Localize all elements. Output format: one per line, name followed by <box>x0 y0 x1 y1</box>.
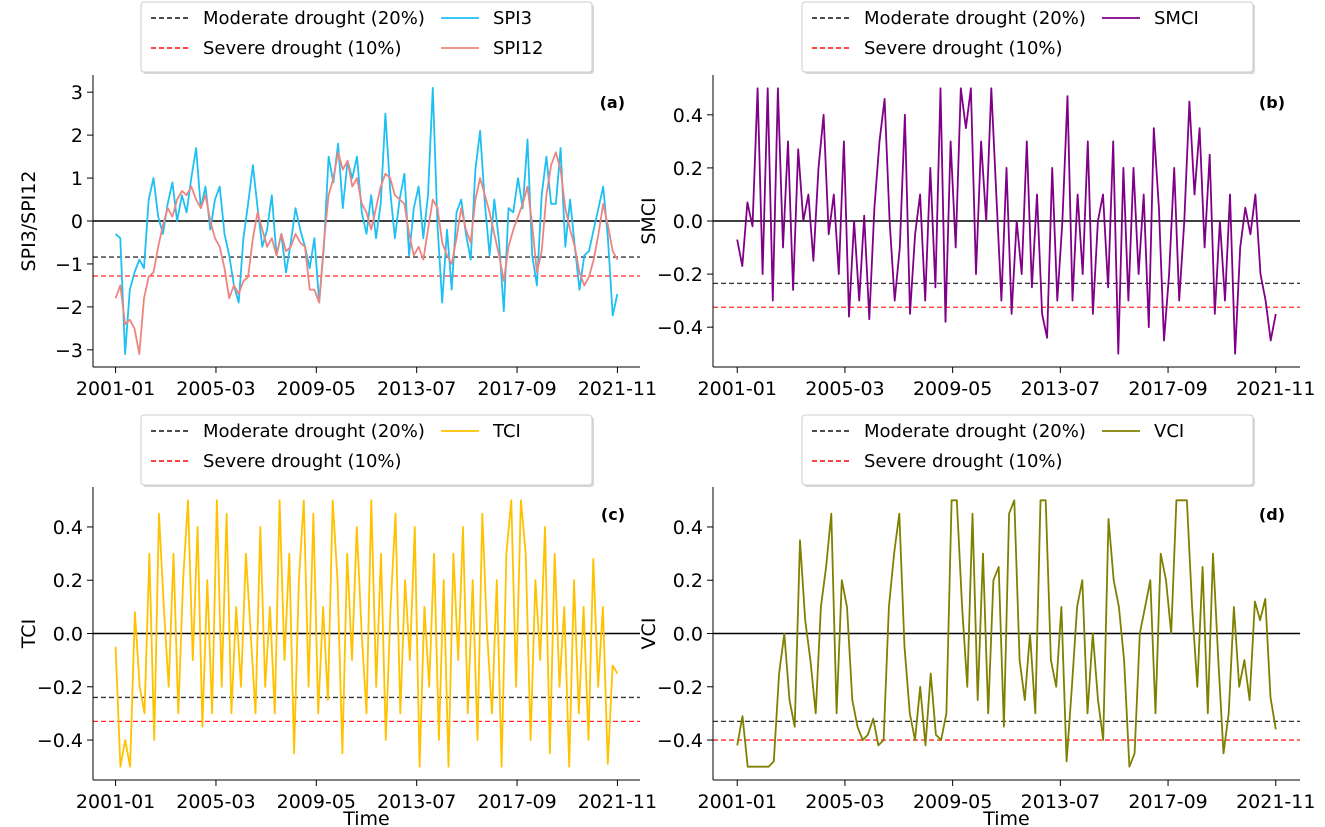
chart-panel-c: −0.4 −0.2 0.0 0.2 0.4 2001-01 2005-03 2009-05 20… <box>18 414 657 827</box>
legend-label: TCI <box>492 421 521 442</box>
legend-label: Moderate drought (20%) <box>203 8 425 29</box>
y-tick-label: 0.2 <box>673 570 703 592</box>
y-tick-label: −1 <box>55 254 83 276</box>
y-axis-label: SPI3/SPI12 <box>18 171 40 272</box>
y-tick-label: −0.4 <box>37 730 83 752</box>
legend-label: Severe drought (10%) <box>864 451 1063 472</box>
y-tick-label: 0.4 <box>53 517 83 539</box>
x-tick-label: 2001-01 <box>76 378 155 400</box>
legend: Moderate drought (20%) SPI3 Severe drought… <box>140 1 594 74</box>
x-tick-label: 2001-01 <box>698 791 777 813</box>
series-line-smci <box>736 87 1277 355</box>
legend: Moderate drought (20%) SMCI Severe drought… <box>801 1 1255 74</box>
legend-label: VCI <box>1154 421 1184 442</box>
x-tick-label: 2001-01 <box>76 791 155 813</box>
series-line-spi3 <box>114 87 619 356</box>
x-tick-label: 2005-03 <box>805 378 884 400</box>
y-tick-label: 0.2 <box>673 158 703 180</box>
y-tick-label: −0.4 <box>657 317 703 339</box>
x-tick-label: 2017-09 <box>477 791 556 813</box>
y-axis-label: TCI <box>18 619 40 649</box>
x-axis-label: Time <box>982 808 1030 827</box>
x-tick-label: 2017-09 <box>1128 378 1207 400</box>
legend-label: SPI3 <box>493 8 532 29</box>
y-tick-label: −0.4 <box>657 730 703 752</box>
panel-label: (a) <box>600 93 625 112</box>
chart-panel-d: −0.4 −0.2 0.0 0.2 0.4 2001-01 2005-03 2009-05 20… <box>638 414 1315 827</box>
y-tick-label: −0.2 <box>657 264 703 286</box>
x-tick-label: 2001-01 <box>698 378 777 400</box>
y-tick-label: 1 <box>71 168 83 190</box>
x-axis-label: Time <box>342 808 390 827</box>
y-tick-label: 0.0 <box>673 624 703 646</box>
x-tick-label: 2013-07 <box>377 791 456 813</box>
y-tick-label: −3 <box>55 340 83 362</box>
x-tick-label: 2013-07 <box>1021 791 1100 813</box>
x-tick-label: 2017-09 <box>1128 791 1207 813</box>
y-axis-label: VCI <box>638 618 660 650</box>
y-tick-label: −2 <box>55 297 83 319</box>
legend-label: Severe drought (10%) <box>203 38 402 59</box>
x-tick-label: 2009-05 <box>277 791 356 813</box>
x-tick-label: 2005-03 <box>176 378 255 400</box>
x-tick-label: 2021-11 <box>578 378 657 400</box>
panel-label: (c) <box>601 505 625 524</box>
y-tick-label: −0.2 <box>657 677 703 699</box>
y-tick-label: 3 <box>71 82 83 104</box>
panel-label: (d) <box>1259 505 1285 524</box>
y-tick-label: 0.0 <box>53 624 83 646</box>
y-tick-label: 0.4 <box>673 105 703 127</box>
y-tick-label: −0.2 <box>37 677 83 699</box>
legend-label: Severe drought (10%) <box>864 38 1063 59</box>
x-tick-label: 2005-03 <box>176 791 255 813</box>
chart-panel-a: −3 −2 −1 0 1 2 3 2001-01 2005-03 2009-05 2013-07 20… <box>18 1 657 400</box>
legend-label: SMCI <box>1154 8 1199 29</box>
x-tick-label: 2013-07 <box>1021 378 1100 400</box>
x-tick-label: 2017-09 <box>477 378 556 400</box>
x-tick-label: 2009-05 <box>913 791 992 813</box>
y-tick-label: 0 <box>71 211 83 233</box>
legend-box <box>801 1 1254 73</box>
x-tick-label: 2021-11 <box>1236 378 1315 400</box>
series-line-spi12 <box>114 151 619 356</box>
series-line-vci <box>736 499 1277 768</box>
x-tick-label: 2013-07 <box>377 378 456 400</box>
legend-label: Severe drought (10%) <box>203 451 402 472</box>
y-axis-label: SMCI <box>638 197 660 244</box>
x-tick-label: 2009-05 <box>913 378 992 400</box>
y-tick-label: 0.2 <box>53 570 83 592</box>
legend-label: Moderate drought (20%) <box>203 421 425 442</box>
legend-box <box>140 1 593 73</box>
legend-box <box>140 414 593 486</box>
x-tick-label: 2021-11 <box>578 791 657 813</box>
y-tick-label: 0.0 <box>673 211 703 233</box>
x-tick-label: 2021-11 <box>1236 791 1315 813</box>
legend-label: SPI12 <box>493 38 544 59</box>
panel-label: (b) <box>1259 93 1285 112</box>
series-line-tci <box>114 499 619 768</box>
x-tick-label: 2009-05 <box>277 378 356 400</box>
legend-label: Moderate drought (20%) <box>864 421 1086 442</box>
x-tick-label: 2005-03 <box>805 791 884 813</box>
legend-label: Moderate drought (20%) <box>864 8 1086 29</box>
legend: Moderate drought (20%) TCI Severe drought … <box>140 414 594 487</box>
chart-panel-b: −0.4 −0.2 0.0 0.2 0.4 2001-01 2005-03 2009-05 20… <box>638 1 1315 400</box>
y-tick-label: 0.4 <box>673 517 703 539</box>
y-tick-label: 2 <box>71 125 83 147</box>
legend-box <box>801 414 1254 486</box>
legend: Moderate drought (20%) VCI Severe drought … <box>801 414 1255 487</box>
